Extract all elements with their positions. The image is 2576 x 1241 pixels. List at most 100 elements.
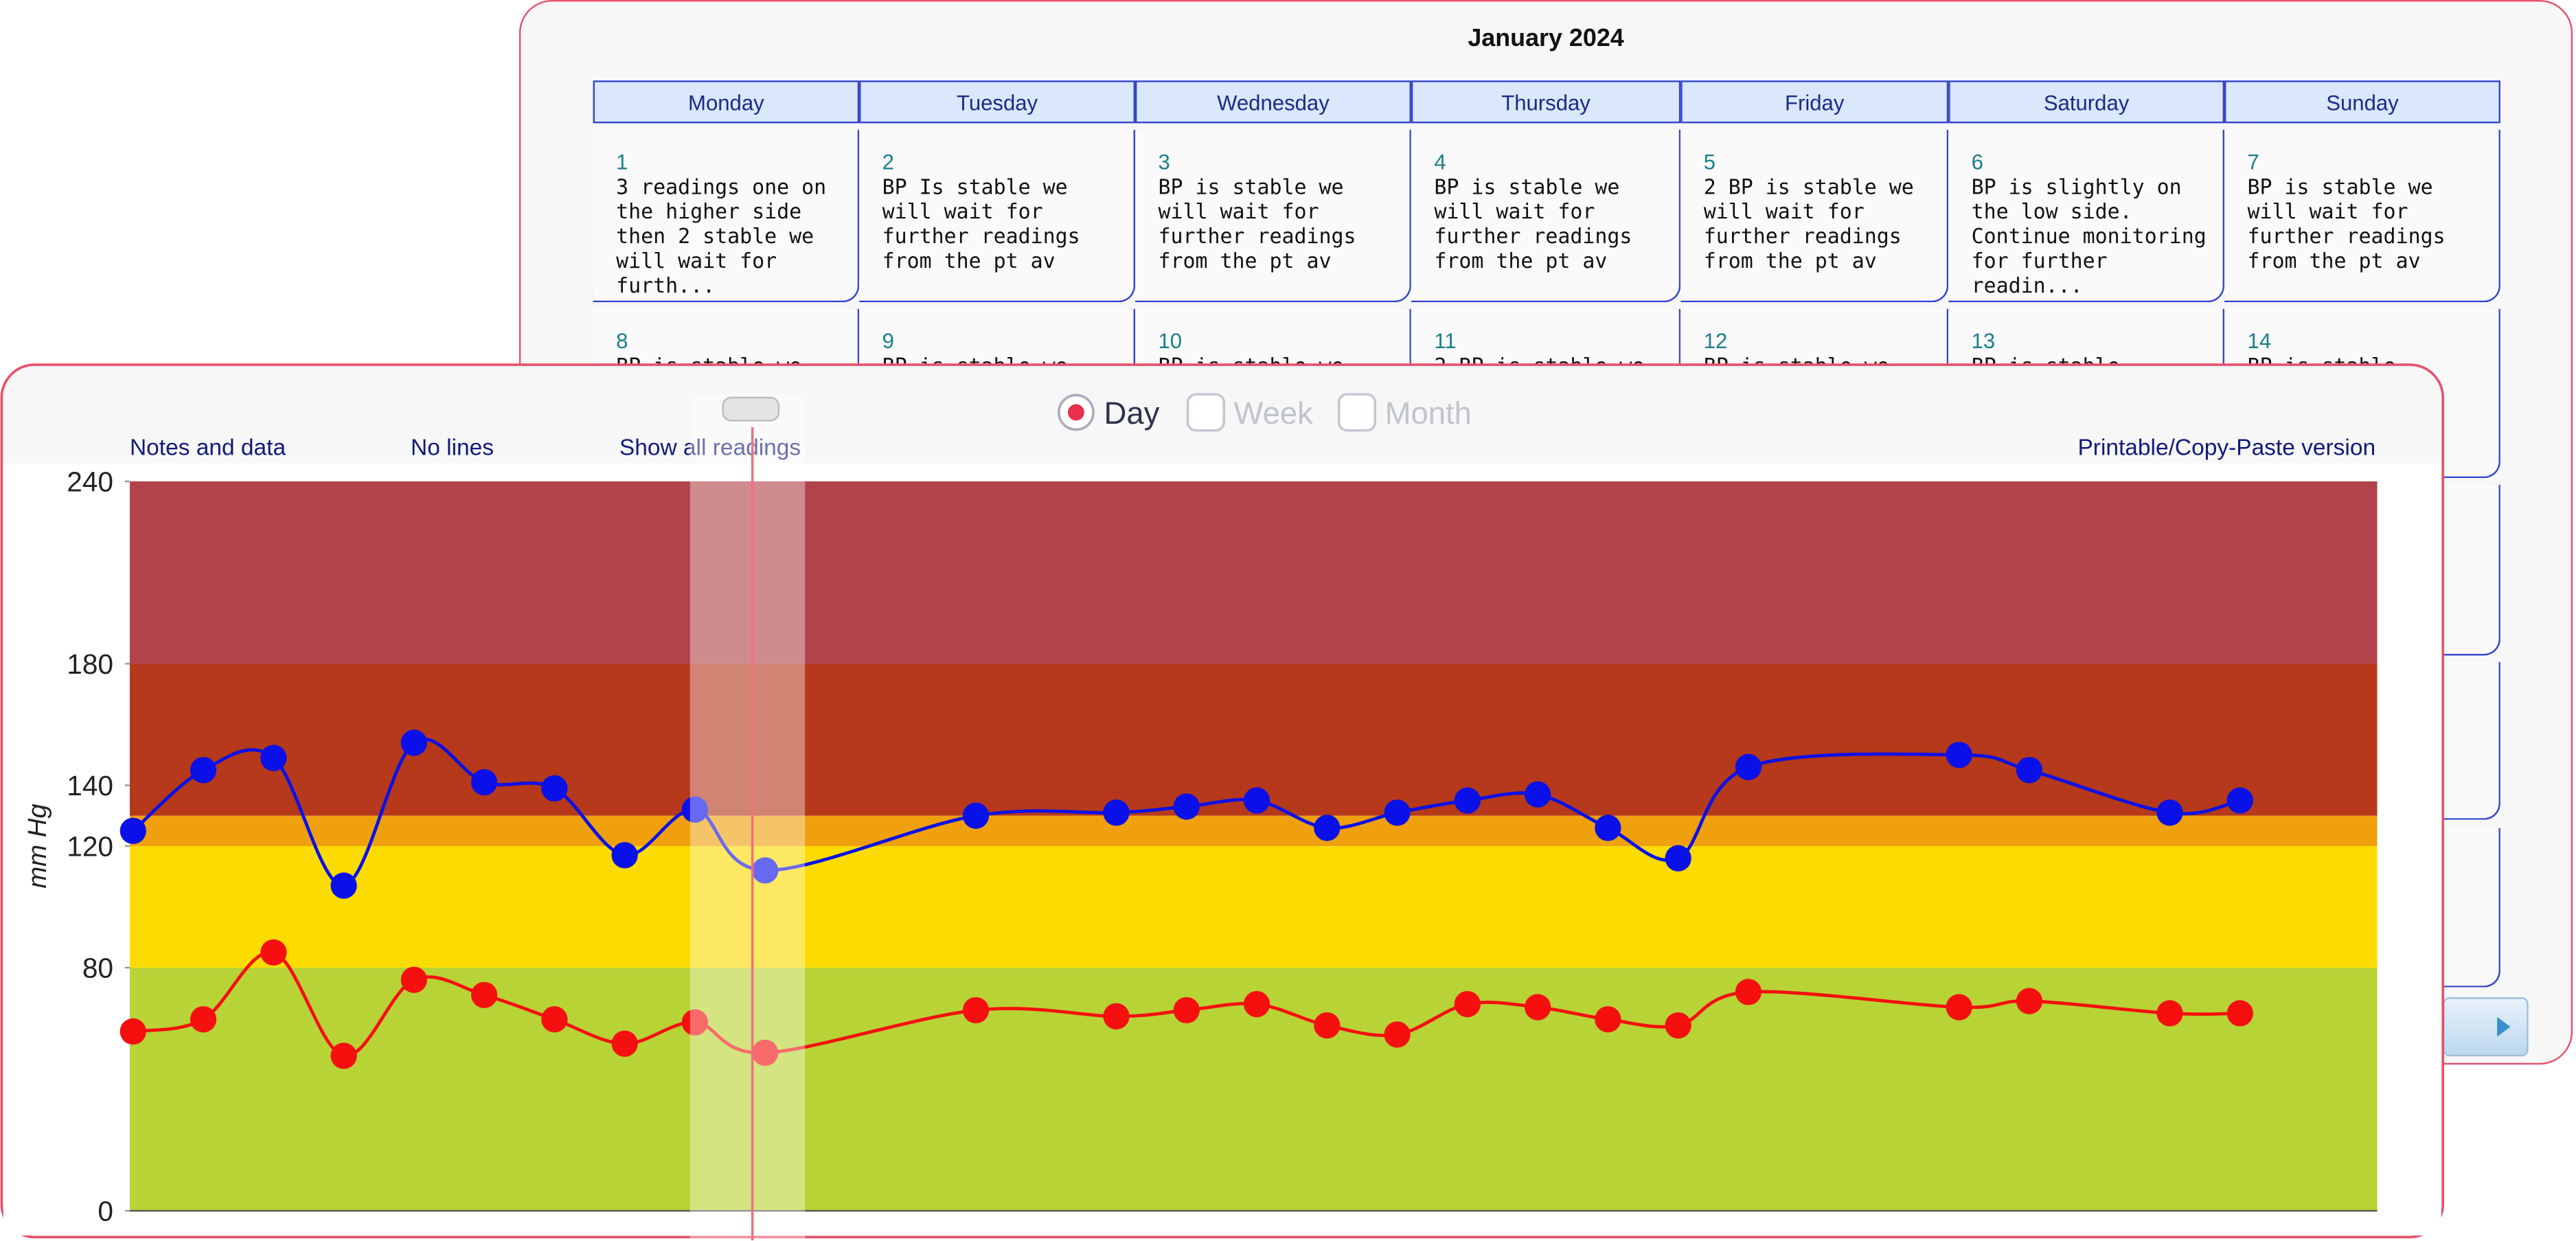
data-point [1103,1003,1130,1029]
range-band [129,845,2378,968]
y-tick-label: 180 [67,648,113,680]
weekday-header: Tuesday [859,80,1136,124]
weekday-header: Thursday [1411,80,1681,124]
day-note: 3 readings one on the higher side then 2… [616,174,827,297]
data-point [1173,793,1200,820]
data-point [470,768,498,796]
day-note: BP is stable we will wait for further re… [2247,174,2446,273]
day-number: 3 [1158,149,1170,174]
data-point [1384,799,1411,826]
data-point [752,857,779,884]
y-tick-label: 140 [67,770,113,801]
day-note: BP Is stable we will wait for further re… [882,174,1080,273]
day-number: 11 [1434,328,1457,354]
day-number: 5 [1703,149,1716,174]
day-number: 10 [1158,328,1183,354]
data-point [1946,742,1972,768]
data-point [2156,799,2183,826]
view-option-label: Month [1385,396,1472,431]
day-cell: 4 BP is stable we will wait for further r… [1411,129,1681,303]
data-point [681,1009,709,1036]
range-band [129,815,2378,846]
selector-handle[interactable] [722,396,780,422]
checkbox[interactable] [1337,393,1377,432]
data-point [681,796,709,823]
link[interactable]: Printable/Copy-Paste version [2077,435,2375,461]
data-point [752,1039,779,1067]
data-point [470,981,498,1008]
calendar-title: January 2024 [1468,24,1624,53]
data-point [2226,1000,2253,1027]
day-note: 2 BP is stable we will wait for further … [1703,174,1914,273]
link[interactable]: No lines [411,435,494,461]
day-cell: 2 BP Is stable we will wait for further r… [859,129,1136,303]
day-note: BP is stable we will wait for further re… [1158,174,1356,273]
data-point [260,744,287,771]
data-point [2226,787,2253,814]
data-point [1595,1006,1621,1033]
data-point [541,775,568,802]
day-number: 14 [2247,328,2272,354]
day-number: 8 [616,328,628,354]
data-point [190,1006,217,1033]
view-option-label: Week [1234,396,1314,431]
day-number: 12 [1703,328,1728,354]
data-point [1314,1012,1341,1039]
data-point [1384,1021,1411,1048]
data-point [1454,990,1481,1018]
data-point [611,1030,638,1057]
data-point [1243,990,1270,1018]
y-axis-label: mm Hg [23,804,52,888]
data-point [1595,815,1621,841]
y-tick-label: 240 [67,466,113,497]
day-number: 9 [882,328,894,354]
selector[interactable] [689,394,806,1241]
data-point [1314,815,1341,841]
data-point [1735,753,1762,781]
range-band [129,481,2378,664]
data-point [2016,988,2043,1014]
data-point [1665,845,1691,872]
day-note: BP is slightly on the low side. Continue… [1971,174,2207,297]
data-point [962,802,990,829]
data-point [119,1018,146,1045]
day-cell: 3 BP is stable we will wait for further r… [1135,129,1411,303]
day-cell: 6 BP is slightly on the low side. Continu… [1948,129,2225,303]
day-number: 13 [1971,328,1996,354]
link[interactable]: Notes and data [130,435,286,461]
series-line [132,737,2241,887]
weekday-header: Monday [593,80,860,124]
data-point [1103,799,1130,826]
data-point [1946,994,1972,1021]
data-point [1173,997,1200,1024]
data-point [1735,979,1762,1005]
data-point [541,1006,568,1033]
data-point [2016,757,2043,784]
data-point [962,997,990,1024]
weekday-header: Sunday [2224,80,2500,124]
next-button[interactable] [2443,997,2529,1057]
weekday-header: Friday [1680,80,1949,124]
data-point [611,842,638,869]
link[interactable]: Show all readings [619,435,801,461]
day-cell: 7 BP is stable we will wait for further r… [2224,129,2500,303]
data-point [400,729,427,756]
data-point [400,966,427,993]
data-point [1524,781,1551,808]
data-point [1454,787,1481,814]
series-line [133,950,2240,1058]
data-point [260,939,287,966]
day-number: 2 [882,149,894,174]
weekday-header: Saturday [1948,80,2225,124]
checkbox[interactable] [1186,393,1225,432]
data-point [330,872,357,899]
view-option-label: Day [1104,396,1160,431]
day-number: 4 [1434,149,1446,174]
day-number: 7 [2247,149,2259,174]
day-number: 1 [616,149,628,174]
data-point [2156,1000,2183,1027]
weekday-header: Wednesday [1135,80,1411,124]
data-point [1524,994,1551,1021]
